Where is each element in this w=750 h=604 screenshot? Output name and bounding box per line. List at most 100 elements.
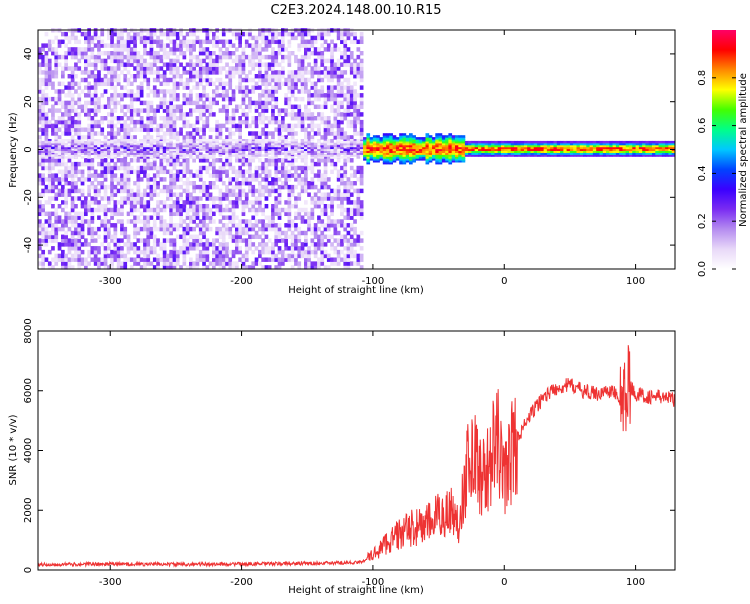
spectrogram-cell <box>218 127 223 132</box>
spectrogram-cell <box>320 54 325 60</box>
spectrogram-cell <box>143 249 147 255</box>
spectrogram-cell <box>54 253 59 259</box>
spectrogram-cell <box>156 207 160 213</box>
spectrogram-cell <box>205 54 210 60</box>
spectrogram-cell <box>175 207 180 213</box>
spectrogram-cell <box>346 135 351 140</box>
spectrogram-cell <box>195 58 200 64</box>
spectrogram-cell <box>353 148 357 152</box>
spectrogram-cell <box>41 144 45 148</box>
spectrogram-cell <box>251 43 256 48</box>
spectrogram-cell <box>300 89 305 94</box>
spectrogram-cell <box>41 226 45 232</box>
spectrogram-cell <box>202 127 206 132</box>
spectrogram-cell <box>221 207 226 213</box>
spectrogram-cell <box>281 58 285 64</box>
spectrogram-cell <box>116 54 121 60</box>
spectrogram-cell <box>208 108 213 113</box>
spectrogram-cell <box>169 204 173 209</box>
spectrogram-cell <box>294 104 298 110</box>
spectrogram-cell <box>54 226 59 232</box>
spectrogram-cell <box>379 156 384 159</box>
spectrogram-cell <box>110 74 114 79</box>
spectrogram-cell <box>271 112 275 117</box>
spectrogram-cell <box>120 150 124 154</box>
spectrogram-cell <box>192 77 196 83</box>
spectrogram-cell <box>120 249 124 255</box>
spectrogram-cell <box>120 93 124 98</box>
spectrogram-cell <box>100 119 105 125</box>
spectrogram-cell <box>195 96 200 102</box>
spectrogram-cell <box>159 158 164 163</box>
spectrogram-cell <box>129 108 134 113</box>
spectrogram-cell <box>300 246 305 251</box>
spectrogram-cell <box>74 89 78 94</box>
spectrogram-cell <box>287 77 292 83</box>
spectrogram-cell <box>313 131 318 136</box>
spectrogram-cell <box>323 135 328 140</box>
spectrogram-cell <box>330 146 334 150</box>
spectrogram-cell <box>376 137 380 140</box>
spectrogram-cell <box>110 54 114 60</box>
spectrogram-cell <box>136 142 141 146</box>
spectrogram-cell <box>202 66 206 71</box>
spectrogram-cell <box>251 77 256 83</box>
spectrogram-cell <box>113 140 118 144</box>
spectrogram-cell <box>284 127 288 132</box>
spectrogram-cell <box>159 100 164 106</box>
spectrogram-cell <box>258 112 262 117</box>
spectrogram-cell <box>284 165 288 171</box>
spectrogram-cell <box>44 116 49 121</box>
spectrogram-cell <box>169 249 173 255</box>
spectrogram-cell <box>152 246 157 251</box>
spectrogram-cell <box>317 265 321 270</box>
spectrogram-cell <box>74 74 78 79</box>
spectrogram-cell <box>51 150 55 154</box>
spectrogram-cell <box>133 154 137 157</box>
spectrogram-cell <box>198 93 203 98</box>
spectrogram-cell <box>290 142 295 146</box>
spectrogram-cell <box>340 70 344 75</box>
spectrogram-cell <box>353 181 357 186</box>
spectrogram-cell <box>225 104 229 110</box>
spectrogram-cell <box>264 39 269 45</box>
spectrogram-cell <box>284 238 288 243</box>
spectrogram-cell <box>313 47 318 52</box>
spectrogram-cell <box>290 140 295 144</box>
spectrogram-cell <box>146 100 151 106</box>
spectrogram-cell <box>300 188 305 194</box>
spectrogram-cell <box>297 253 302 259</box>
spectrogram-cell <box>185 158 190 163</box>
spectrogram-cell <box>120 207 124 213</box>
spectrogram-cell <box>241 204 246 209</box>
spectrogram-cell <box>123 112 128 117</box>
spectrogram-cell <box>67 89 72 94</box>
spectrogram-cell <box>258 242 262 247</box>
spectrogram-cell <box>349 93 354 98</box>
spectrogram-cell <box>218 249 223 255</box>
spectrogram-cell <box>100 152 105 155</box>
spectrogram-cell <box>208 226 213 232</box>
spectrogram-cell <box>172 154 177 157</box>
spectrogram-cell <box>389 148 393 152</box>
spectrogram-cell <box>64 215 68 220</box>
spectrogram-cell <box>175 35 180 41</box>
spectrogram-cell <box>162 108 167 113</box>
spectrogram-cell <box>300 152 305 155</box>
spectrogram-cell <box>149 127 154 132</box>
spectrogram-cell <box>264 265 269 270</box>
spectrogram-cell <box>336 156 341 159</box>
spectrogram-cell <box>228 261 233 266</box>
spectrogram-cell <box>218 242 223 247</box>
spectrogram-cell <box>353 219 357 224</box>
spectrogram-cell <box>349 223 354 228</box>
spectrogram-cell <box>317 173 321 178</box>
spectrogram-cell <box>93 148 98 152</box>
spectrogram-cell <box>402 133 407 136</box>
spectrogram-cell <box>281 158 285 163</box>
spectrogram-cell <box>353 93 357 98</box>
spectrogram-cell <box>218 70 223 75</box>
spectrogram-cell <box>51 204 55 209</box>
spectrogram-cell <box>248 108 252 113</box>
spectrogram-cell <box>231 144 236 148</box>
